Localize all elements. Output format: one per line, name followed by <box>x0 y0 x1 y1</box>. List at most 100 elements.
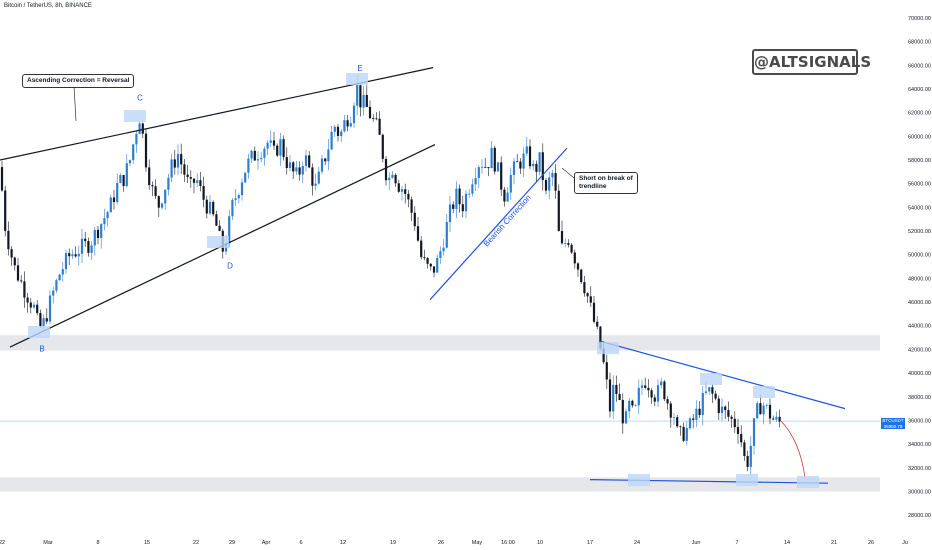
y-tick-15: 58000.00 <box>908 158 931 164</box>
x-tick-18: 14 <box>784 540 790 546</box>
candle-body-90 <box>288 162 292 169</box>
candle-body-136 <box>436 257 439 273</box>
candle-body-1 <box>4 190 7 231</box>
candle-body-101 <box>324 158 327 162</box>
y-tick-0: 28000.00 <box>908 513 931 519</box>
candle-body-138 <box>442 247 445 252</box>
candle-body-103 <box>330 131 333 150</box>
candle-body-156 <box>500 162 503 190</box>
highlight-box-5 <box>700 373 722 385</box>
candle-body-216 <box>692 418 695 420</box>
y-tick-9: 46000.00 <box>908 300 931 306</box>
candle-body-0 <box>0 167 4 191</box>
candle-body-171 <box>548 177 551 191</box>
candle-body-31 <box>100 224 103 238</box>
candle-body-85 <box>272 140 276 146</box>
trendline-descending-resistance <box>599 340 846 410</box>
candle-body-240 <box>768 404 772 419</box>
candle-body-237 <box>759 403 762 415</box>
y-tick-16: 60000.00 <box>908 134 931 140</box>
x-tick-0: 22 <box>0 540 5 546</box>
candle-body-7 <box>23 281 26 298</box>
candle-body-2 <box>7 230 10 250</box>
candle-body-47 <box>151 185 154 187</box>
highlight-box-3 <box>346 73 368 85</box>
y-tick-8: 44000.00 <box>908 324 931 330</box>
candle-body-235 <box>752 418 756 446</box>
candle-body-170 <box>544 180 548 191</box>
candle-body-214 <box>685 428 688 441</box>
highlight-box-7 <box>628 474 650 486</box>
candle-body-20 <box>64 253 68 270</box>
x-tick-20: 26 <box>868 540 874 546</box>
candle-body-182 <box>583 282 586 294</box>
candle-body-195 <box>624 411 628 424</box>
candle-body-126 <box>404 189 407 194</box>
x-tick-1: Mar <box>43 540 53 546</box>
candle-body-51 <box>164 189 167 204</box>
candle-body-226 <box>724 406 727 411</box>
wave-label-B: B <box>39 345 44 354</box>
candle-body-44 <box>141 123 144 134</box>
candle-body-16 <box>52 290 55 296</box>
candle-body-41 <box>132 144 135 161</box>
candle-body-54 <box>173 159 176 168</box>
candle-body-203 <box>650 390 653 398</box>
candle-body-59 <box>189 177 192 179</box>
candle-body-105 <box>336 126 340 136</box>
candle-body-193 <box>618 393 621 400</box>
current-price-tag: BTCUSDT 35950.78 <box>881 418 905 429</box>
candle-body-165 <box>528 146 532 167</box>
candle-body-83 <box>266 142 269 149</box>
candle-body-243 <box>778 416 781 422</box>
highlight-box-0 <box>28 326 50 338</box>
candle-body-231 <box>740 433 743 443</box>
candle-body-158 <box>506 192 509 202</box>
candle-body-174 <box>557 190 560 232</box>
x-tick-10: 26 <box>438 540 444 546</box>
candle-body-61 <box>196 180 199 183</box>
candle-body-109 <box>349 123 352 127</box>
candle-body-9 <box>29 302 32 308</box>
candle-body-192 <box>615 384 618 394</box>
y-tick-14: 56000.00 <box>908 182 931 188</box>
candle-body-223 <box>714 393 717 399</box>
x-tick-3: 15 <box>144 540 150 546</box>
candle-body-76 <box>244 172 247 183</box>
candle-body-160 <box>512 161 516 175</box>
candle-body-185 <box>592 302 596 322</box>
candle-body-154 <box>493 147 496 172</box>
candle-body-128 <box>410 199 413 213</box>
candle-body-4 <box>13 257 16 266</box>
candle-body-141 <box>452 204 455 209</box>
candle-body-34 <box>109 197 112 213</box>
candle-body-236 <box>756 403 759 419</box>
candle-body-241 <box>772 418 775 420</box>
candle-body-88 <box>282 139 285 158</box>
highlight-box-8 <box>736 474 758 486</box>
candle-body-133 <box>426 258 429 264</box>
candle-body-116 <box>372 118 375 120</box>
candle-body-225 <box>720 406 724 414</box>
candle-body-166 <box>532 163 535 167</box>
candle-body-57 <box>183 164 186 175</box>
candle-body-189 <box>605 362 608 380</box>
candle-body-132 <box>423 257 426 259</box>
candle-body-199 <box>637 387 640 406</box>
candle-body-42 <box>135 133 138 145</box>
candle-body-50 <box>160 203 164 208</box>
candle-body-184 <box>589 296 592 303</box>
candle-body-115 <box>368 106 372 119</box>
candle-body-5 <box>16 265 20 281</box>
candle-body-221 <box>708 387 711 392</box>
trendline-bearish-correction <box>429 147 568 301</box>
highlight-box-1 <box>124 110 146 122</box>
candle-body-35 <box>112 197 116 203</box>
candle-body-21 <box>68 253 71 257</box>
candle-body-153 <box>490 147 493 169</box>
candle-body-22 <box>71 254 74 257</box>
candle-body-112 <box>359 85 362 108</box>
candle-body-217 <box>695 408 698 420</box>
y-tick-6: 40000.00 <box>908 371 931 377</box>
